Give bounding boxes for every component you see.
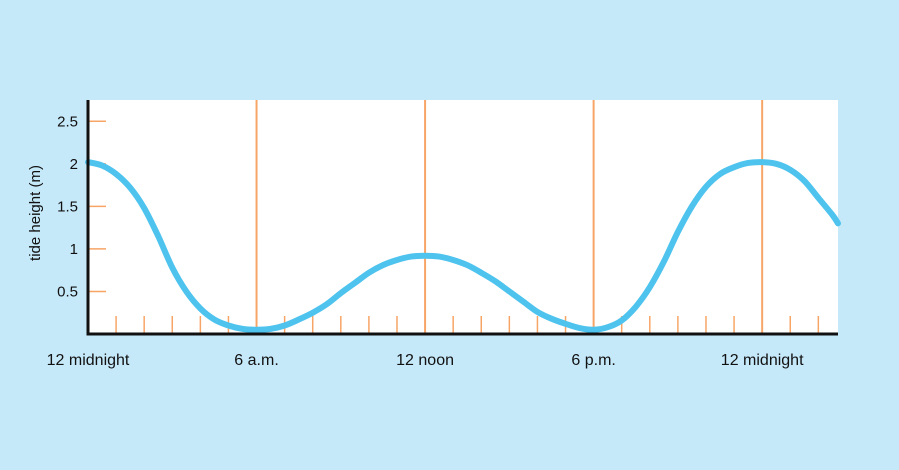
y-tick-label: 1.5 xyxy=(57,198,78,215)
y-tick-label: 1 xyxy=(70,241,78,258)
x-tick-label: 12 midnight xyxy=(721,352,804,369)
minor-ticks xyxy=(115,316,820,334)
x-tick-label: 6 a.m. xyxy=(234,352,278,369)
x-tick-label: 12 midnight xyxy=(47,352,130,369)
y-axis-ticks: 0.5 1 1.5 2 2.5 xyxy=(57,113,106,300)
y-tick-label: 2.5 xyxy=(57,113,78,130)
y-tick-label: 2 xyxy=(70,156,78,173)
y-axis-label: tide height (m) xyxy=(27,165,44,261)
y-tick-label: 0.5 xyxy=(57,283,78,300)
vertical-lines xyxy=(255,100,764,334)
x-tick-label: 6 p.m. xyxy=(571,352,615,369)
plot-area xyxy=(88,100,838,334)
x-tick-label: 12 noon xyxy=(396,352,454,369)
x-axis-labels: 12 midnight 6 a.m. 12 noon 6 p.m. 12 midnigh… xyxy=(47,352,804,369)
tide-height-line xyxy=(85,159,841,333)
